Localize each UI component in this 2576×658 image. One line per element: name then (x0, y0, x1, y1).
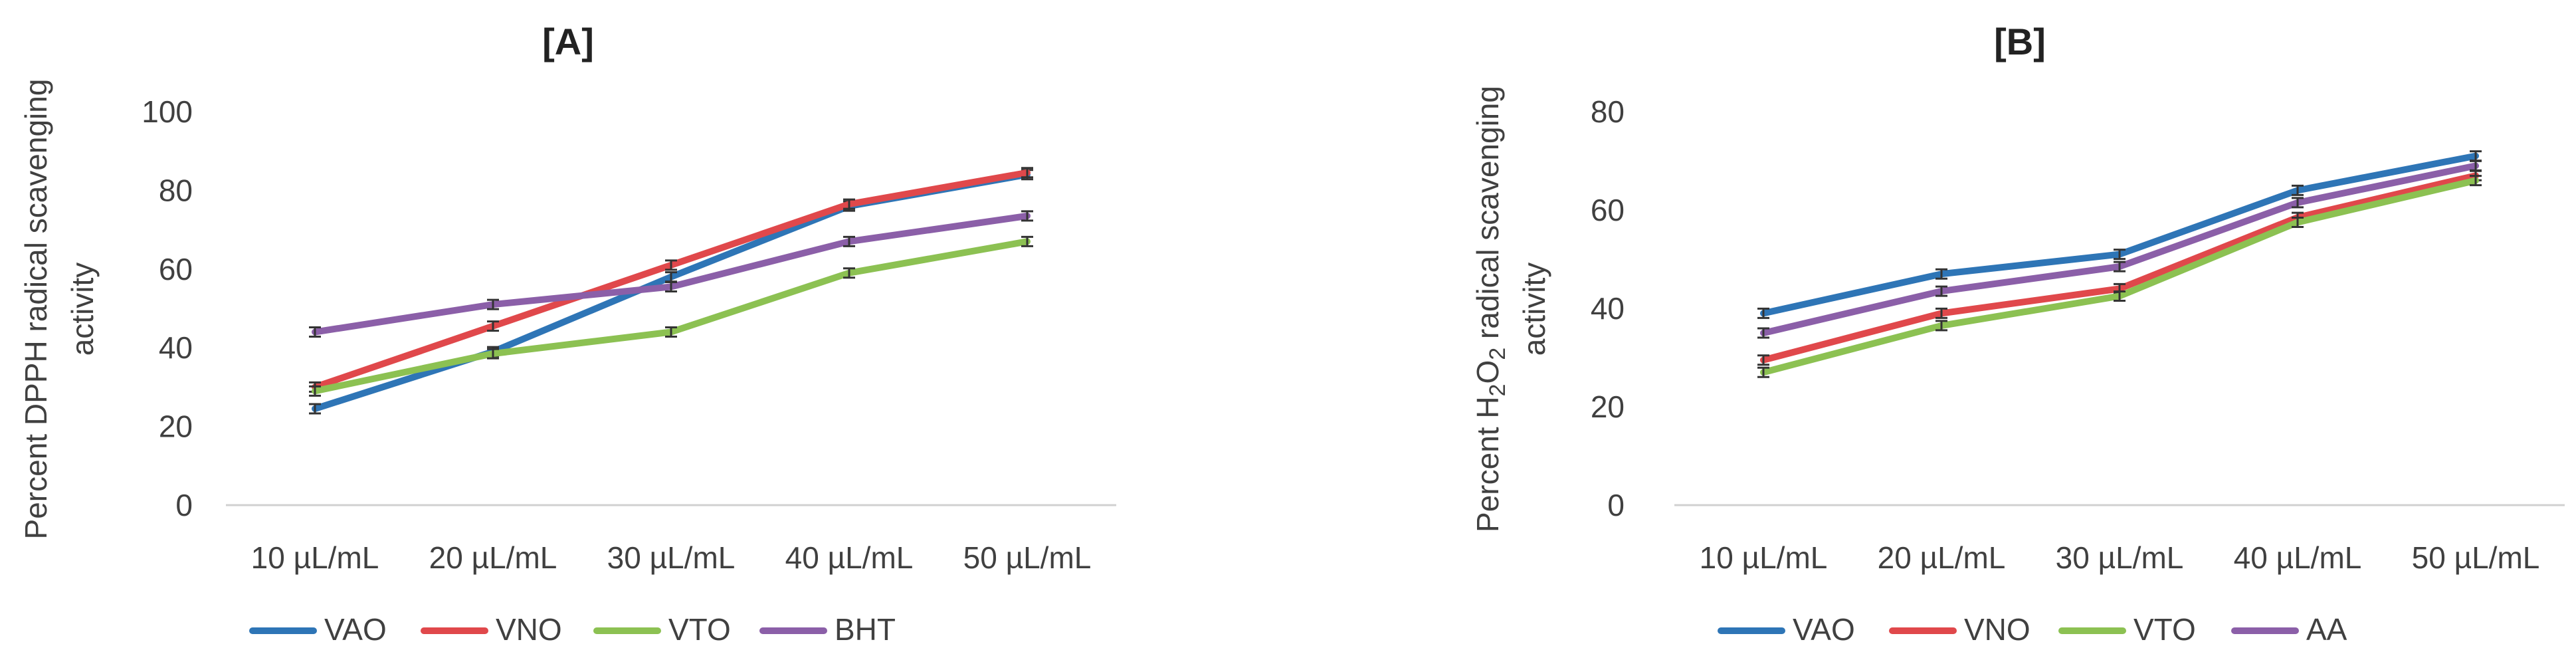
panel-b-y-axis-title: Percent H2O2 radical scavenging (1470, 86, 1510, 532)
panel-b-y-tick-label: 80 (1591, 94, 1625, 129)
panel-b-y-axis-title-line2: activity (1517, 263, 1551, 356)
panel-b-title: [B] (1994, 21, 2046, 62)
panel-a-y-tick-label: 40 (159, 330, 193, 365)
panel-b-y-tick-label: 40 (1591, 291, 1625, 326)
panel-a-legend-label-vno: VNO (496, 612, 562, 647)
panel-b-y-tick-label: 60 (1591, 193, 1625, 227)
panel-b-plot: 0 20 40 60 80 10 µL/mL 20 µL/mL 30 µL/mL 40 µL/m… (1591, 94, 2565, 575)
panel-a-y-tick-label: 20 (159, 409, 193, 444)
panel-b-series-line-vto (1760, 177, 2479, 376)
panel-b-legend-label-vao: VAO (1793, 612, 1855, 647)
panel-b-legend-label-aa: AA (2306, 612, 2347, 647)
panel-b-x-tick-label: 40 µL/mL (2234, 540, 2362, 575)
panel-a-y-axis-title-line2: activity (65, 263, 100, 356)
panel-a-legend-label-bht: BHT (835, 612, 896, 647)
panel-a-x-tick-label: 20 µL/mL (429, 540, 557, 575)
panel-b-x-tick-label: 50 µL/mL (2412, 540, 2540, 575)
panel-b-legend: VAO VNO VTO AA (1718, 612, 2347, 647)
panel-a-x-tick-label: 40 µL/mL (785, 540, 914, 575)
panel-b-y-tick-label: 0 (1607, 488, 1625, 522)
panel-b-x-tick-label: 10 µL/mL (1700, 540, 1828, 575)
panel-a-y-axis-title: Percent DPPH radical scavenging (19, 79, 53, 540)
panel-b: [B] Percent H2O2 radical scavenging acti… (1470, 21, 2565, 647)
panel-a-plot: 0 20 40 60 80 100 10 µL/mL 20 µL/mL 30 µL/mL 40 µ… (142, 94, 1116, 575)
panel-a-legend-label-vto: VTO (668, 612, 731, 647)
panel-a-legend: VAO VNO VTO BHT (249, 612, 896, 647)
panel-a-x-tick-label: 30 µL/mL (607, 540, 736, 575)
panel-a-x-tick-label: 50 µL/mL (963, 540, 1092, 575)
panel-b-x-tick-label: 20 µL/mL (1878, 540, 2006, 575)
panel-a-legend-label-vao: VAO (324, 612, 387, 647)
panel-b-y-tick-label: 20 (1591, 389, 1625, 424)
panel-a: [A] Percent DPPH radical scavenging acti… (19, 21, 1116, 647)
panel-b-legend-label-vno: VNO (1964, 612, 2031, 647)
panel-a-title: [A] (542, 21, 594, 62)
panel-a-y-tick-label: 0 (175, 488, 193, 522)
panel-a-y-tick-label: 80 (159, 173, 193, 207)
panel-b-x-tick-label: 30 µL/mL (2056, 540, 2184, 575)
panel-b-legend-label-vto: VTO (2133, 612, 2196, 647)
panel-a-y-tick-label: 60 (159, 252, 193, 286)
panel-a-y-tick-label: 100 (142, 94, 193, 129)
panel-a-x-tick-label: 10 µL/mL (251, 540, 379, 575)
